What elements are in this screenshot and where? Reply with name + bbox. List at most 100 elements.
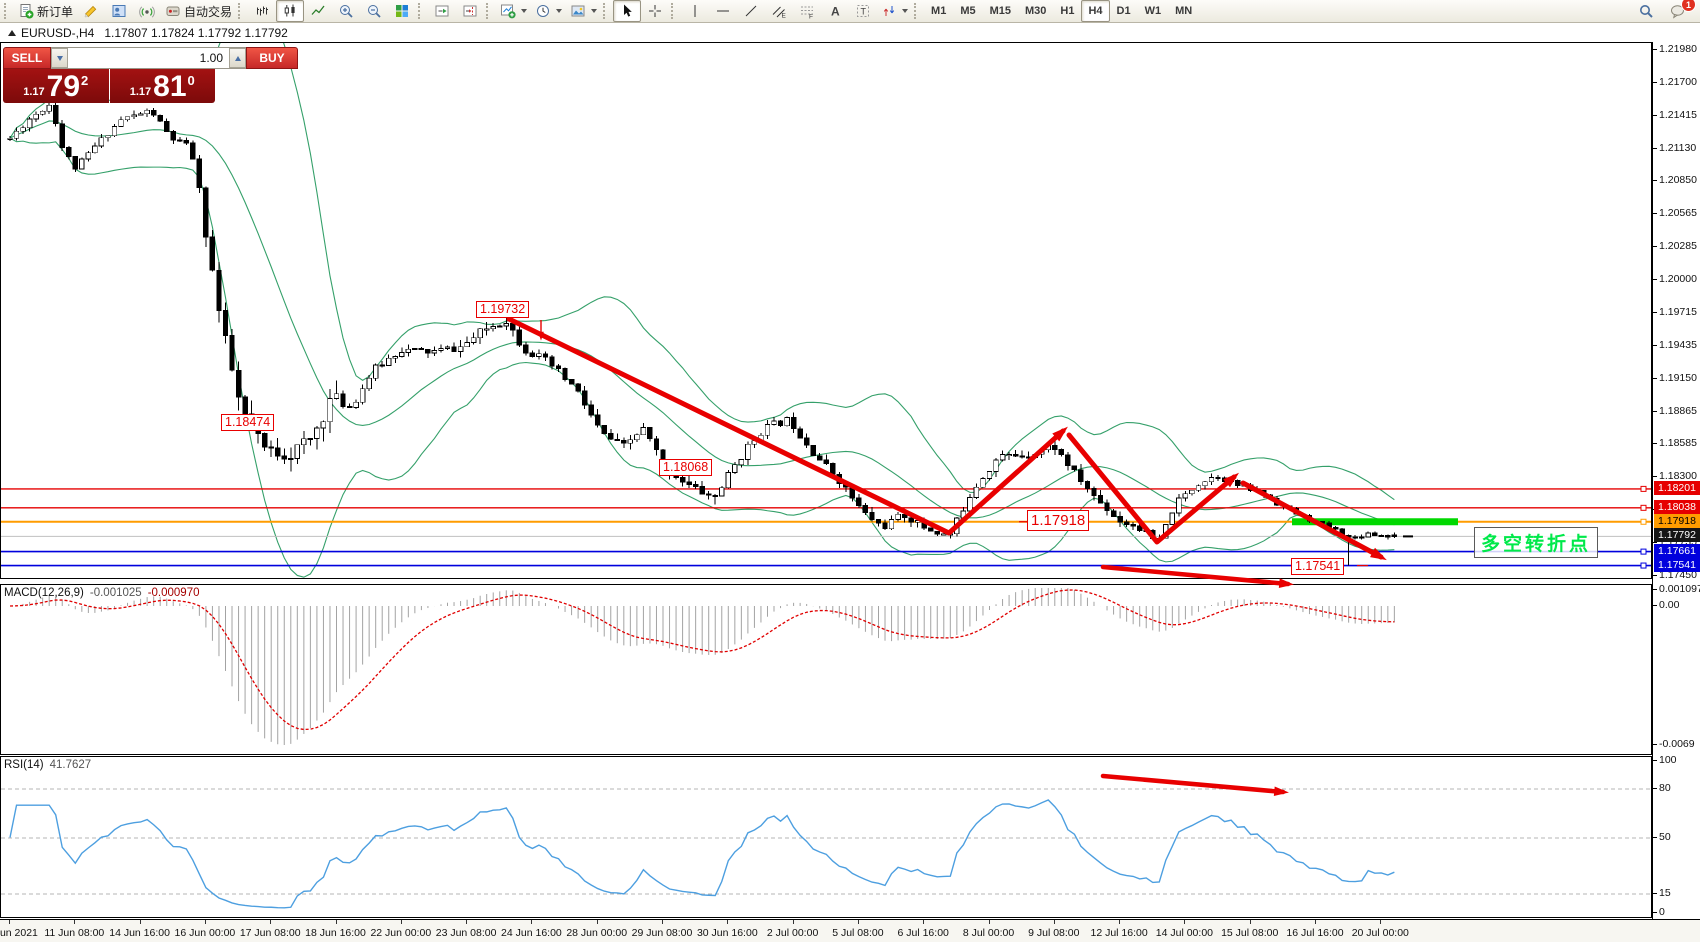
- rsi-tick-label: 100: [1659, 754, 1677, 766]
- rsi-canvas[interactable]: [1, 757, 1651, 917]
- time-label: 9 Jul 08:00: [1028, 927, 1080, 939]
- sell-button[interactable]: SELL: [3, 47, 51, 69]
- timeframe-m30-button[interactable]: M30: [1025, 5, 1047, 17]
- macd-panel[interactable]: [0, 584, 1652, 755]
- macd-indicator-label: MACD(12,26,9) -0.001025 -0.000970: [4, 587, 200, 599]
- time-tickmark: [662, 920, 663, 924]
- period-menu-button[interactable]: [531, 0, 566, 22]
- price-annotation[interactable]: 1.17541: [1291, 558, 1345, 575]
- one-click-trade-panel: SELL BUY 1.17 79 2 1.17 81 0: [3, 47, 298, 103]
- cursor-tool-button[interactable]: [613, 0, 642, 22]
- time-axis[interactable]: 10 Jun 2021 11 Jun 08:00 14 Jun 16:00 16 Ju…: [0, 919, 1700, 942]
- timeframe-w1-button[interactable]: W1: [1144, 5, 1162, 17]
- timeframe-m5-button[interactable]: M5: [960, 5, 976, 17]
- volume-input[interactable]: [68, 48, 229, 68]
- timeframe-h1-button[interactable]: H1: [1060, 5, 1075, 17]
- bollinger-upper-band[interactable]: [9, 43, 1395, 501]
- price-axis[interactable]: 1.21980 1.21700 1.21415 1.21130 1.20850 1.205…: [1652, 42, 1700, 919]
- chat-button[interactable]: 1: [1664, 0, 1696, 22]
- price-chart-canvas[interactable]: [1, 43, 1651, 578]
- timeframe-h4-button[interactable]: H4: [1081, 0, 1110, 22]
- rsi-tick-label: 0: [1659, 906, 1665, 918]
- time-tickmark: [270, 920, 272, 924]
- panel-splitter[interactable]: [0, 750, 1652, 756]
- timeframe-d1-button[interactable]: D1: [1116, 5, 1131, 17]
- one-click-collapse-icon[interactable]: [8, 29, 16, 36]
- trendline-tool-button[interactable]: [737, 0, 765, 22]
- crosshair-tool-button[interactable]: [641, 0, 669, 22]
- level-marker: [1640, 485, 1647, 492]
- time-label: 16 Jun 00:00: [174, 927, 236, 939]
- volume-increase-button[interactable]: [229, 48, 246, 68]
- label-tool-button[interactable]: T: [849, 0, 877, 22]
- auto-scroll-button[interactable]: [428, 0, 456, 22]
- price-tick-label: 1.18300: [1659, 470, 1697, 483]
- timeframe-m15-button[interactable]: M15: [989, 5, 1011, 17]
- trend-zigzag[interactable]: [1240, 480, 1384, 560]
- bollinger-middle-band[interactable]: [9, 120, 1395, 526]
- toolbar-grip: [603, 3, 609, 19]
- horizontal-line-tool-button[interactable]: [709, 0, 737, 22]
- new-order-button[interactable]: 新订单: [14, 0, 77, 22]
- rsi-panel[interactable]: [0, 756, 1652, 918]
- macd-tick-label: -0.0069: [1659, 738, 1695, 750]
- chart-shift-button[interactable]: [456, 0, 484, 22]
- turning-point-label[interactable]: 多空转折点: [1474, 527, 1599, 558]
- macd-canvas[interactable]: [1, 585, 1651, 754]
- zoom-in-button[interactable]: [332, 0, 360, 22]
- price-annotation[interactable]: 1.19732: [476, 301, 530, 318]
- signals-button[interactable]: [133, 0, 161, 22]
- svg-text:A: A: [831, 5, 840, 19]
- timeframe-mn-button[interactable]: MN: [1175, 5, 1193, 17]
- text-tool-button[interactable]: A: [821, 0, 849, 22]
- line-chart-button[interactable]: [304, 0, 332, 22]
- price-tickmark: [1653, 245, 1657, 247]
- rsi-tickmark: [1653, 912, 1657, 913]
- trend-zigzag[interactable]: [1066, 432, 1237, 545]
- profiles-icon: [111, 3, 127, 19]
- profiles-button[interactable]: [105, 0, 133, 22]
- add-indicator-button[interactable]: [496, 0, 531, 22]
- main-toolbar: 新订单 自动交易 E F A T: [0, 0, 1700, 23]
- candlestick-icon: [282, 3, 298, 19]
- sell-price-display[interactable]: 1.17 79 2: [3, 69, 109, 103]
- spinner-down-icon: [56, 55, 63, 61]
- price-chart-panel[interactable]: [0, 42, 1652, 579]
- time-tickmark: [531, 920, 533, 924]
- search-button[interactable]: [1632, 0, 1660, 22]
- trend-zigzag[interactable]: [506, 316, 1066, 536]
- text-tool-icon: A: [827, 3, 843, 19]
- auto-trading-button[interactable]: 自动交易: [161, 0, 236, 22]
- bar-chart-button[interactable]: [248, 0, 276, 22]
- candlestick-chart-button[interactable]: [276, 0, 305, 22]
- time-tickmark: [1380, 920, 1382, 924]
- channel-tool-button[interactable]: E: [765, 0, 793, 22]
- macd-tickmark: [1653, 589, 1657, 590]
- tile-windows-button[interactable]: [388, 0, 416, 22]
- time-label: 17 Jun 08:00: [239, 927, 301, 939]
- price-tickmark: [1653, 410, 1657, 412]
- arrows-tool-button[interactable]: [877, 0, 912, 22]
- support-zone-bar[interactable]: [1292, 518, 1458, 526]
- time-label: 14 Jun 16:00: [109, 927, 170, 939]
- panel-splitter[interactable]: [0, 578, 1652, 584]
- timeframe-m1-button[interactable]: M1: [931, 5, 947, 17]
- styles-crayon-button[interactable]: [77, 0, 105, 22]
- template-button[interactable]: [566, 0, 601, 22]
- zoom-in-icon: [338, 3, 354, 19]
- buy-price-display[interactable]: 1.17 81 0: [109, 69, 215, 103]
- price-tick-label: 1.20285: [1659, 239, 1697, 252]
- zoom-out-button[interactable]: [360, 0, 388, 22]
- time-label: 12 Jul 16:00: [1090, 927, 1148, 939]
- price-annotation[interactable]: 1.17918: [1027, 510, 1090, 531]
- time-label: 28 Jun 00:00: [566, 927, 628, 939]
- fibonacci-tool-button[interactable]: F: [793, 0, 821, 22]
- price-annotation[interactable]: 1.18068: [659, 459, 713, 476]
- bollinger-lower-band[interactable]: [9, 137, 1395, 578]
- price-annotation[interactable]: 1.18474: [221, 414, 275, 431]
- vertical-line-tool-button[interactable]: [681, 0, 709, 22]
- macd-histogram: [16, 588, 1395, 745]
- volume-decrease-button[interactable]: [51, 48, 68, 68]
- buy-button[interactable]: BUY: [246, 47, 298, 69]
